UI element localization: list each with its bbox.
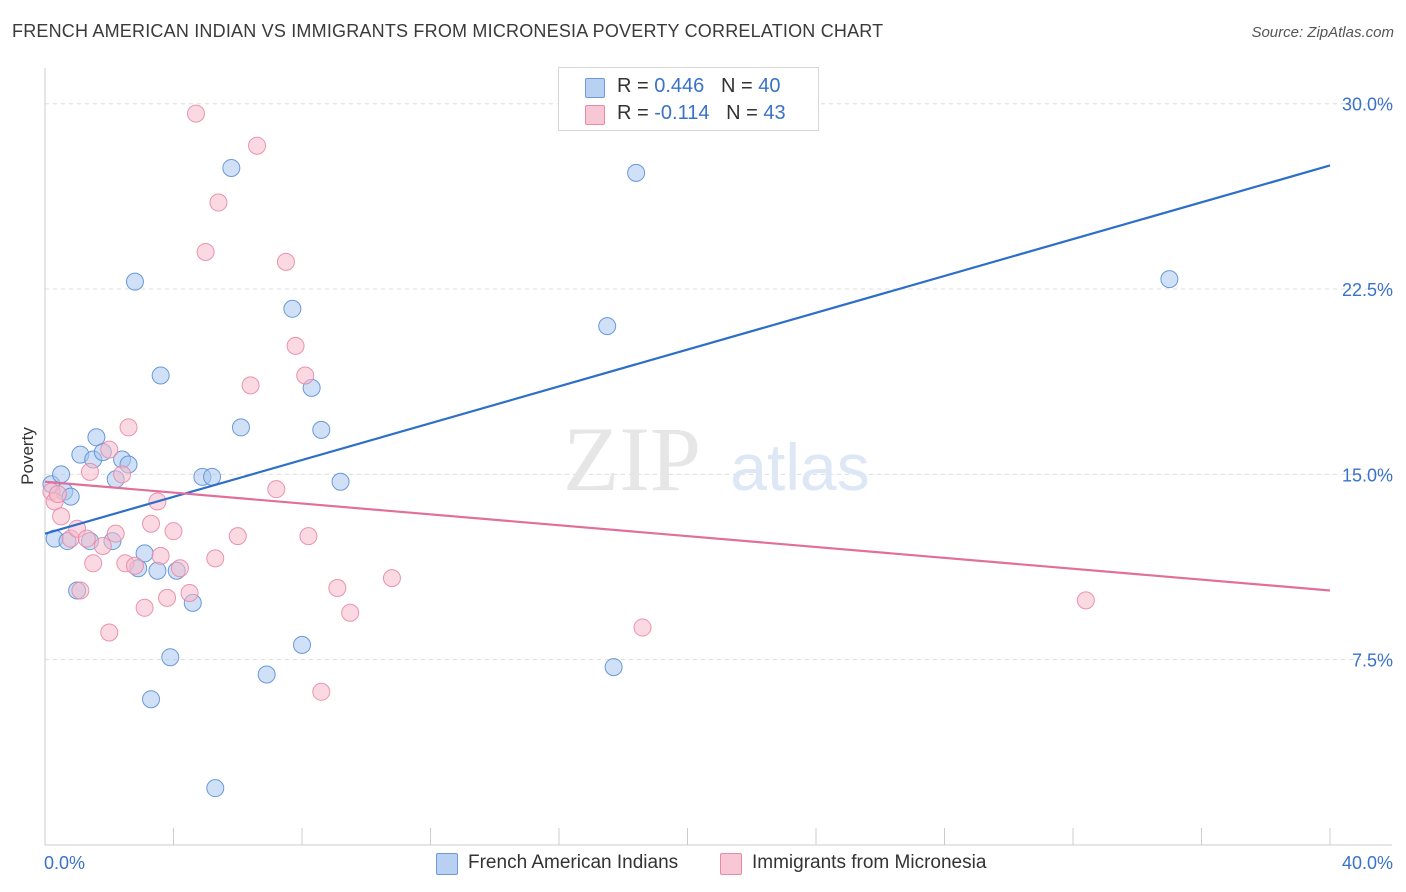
data-point [170, 559, 189, 578]
axes [44, 68, 1392, 846]
n-label: N = [726, 102, 764, 124]
data-point [299, 527, 318, 546]
data-point [283, 299, 302, 318]
data-point [77, 529, 96, 548]
data-point [286, 336, 305, 355]
data-point [151, 366, 170, 385]
data-point [93, 537, 112, 556]
data-point [206, 779, 225, 798]
x-tick-label: 0.0% [44, 853, 85, 873]
x-tick-label: 40.0% [1342, 853, 1393, 873]
r-value: 0.446 [654, 75, 705, 97]
data-point [328, 579, 347, 598]
data-point [1076, 591, 1095, 610]
pink-swatch [585, 105, 605, 125]
y-tick-label: 30.0% [1342, 95, 1393, 115]
data-point [267, 480, 286, 499]
data-point [627, 163, 646, 182]
source-label: Source: ZipAtlas.com [1251, 24, 1394, 41]
data-point [71, 581, 90, 600]
trend-line-pink [44, 480, 1331, 592]
y-tick-label: 15.0% [1342, 465, 1393, 485]
data-point [341, 603, 360, 622]
data-point [293, 635, 311, 654]
watermark-zip: ZIP [563, 408, 701, 510]
n-label: N = [720, 75, 759, 97]
blue-swatch [436, 853, 458, 875]
data-point [633, 618, 652, 637]
data-point [276, 252, 295, 271]
chart-title: FRENCH AMERICAN INDIAN VS IMMIGRANTS FRO… [12, 21, 884, 41]
data-point [164, 522, 183, 541]
data-point [119, 418, 138, 437]
n-value: 40 [758, 75, 781, 97]
legend-label: Immigrants from Micronesia [752, 852, 987, 873]
data-point [135, 598, 154, 617]
correlation-legend: R = 0.446 N = 40 R = -0.114 N = 43 [558, 67, 819, 131]
data-point [142, 690, 161, 709]
data-points [42, 104, 1179, 798]
data-point [1160, 270, 1179, 289]
pink-swatch [720, 853, 742, 875]
watermark: ZIP atlas [563, 408, 870, 510]
data-point [142, 514, 161, 533]
trend-lines [44, 164, 1331, 592]
data-point [203, 467, 222, 486]
y-tick-label: 22.5% [1342, 280, 1393, 300]
data-point [113, 465, 132, 484]
y-axis-label: Poverty [18, 427, 37, 485]
data-point [80, 462, 99, 481]
data-point [331, 472, 350, 491]
watermark-atlas: atlas [730, 430, 869, 504]
tick-labels: 7.5% 15.0% 22.5% 30.0% 0.0% 40.0% [44, 95, 1393, 873]
data-point [241, 376, 260, 395]
r-label: R = [617, 102, 655, 124]
data-point [598, 317, 617, 336]
data-point [151, 546, 170, 565]
data-point [87, 428, 106, 447]
trend-line-blue [44, 164, 1331, 535]
y-tick-label: 7.5% [1352, 651, 1393, 671]
data-point [52, 507, 71, 526]
data-point [312, 682, 331, 701]
legend-label: French American Indians [468, 852, 679, 873]
data-point [158, 588, 177, 607]
data-point [228, 527, 247, 546]
data-point [296, 366, 315, 385]
r-label: R = [617, 75, 655, 97]
data-point [604, 658, 623, 677]
data-point [161, 648, 180, 667]
data-point [248, 136, 267, 155]
data-point [84, 554, 103, 573]
data-point [206, 549, 225, 568]
data-point [100, 440, 119, 459]
data-point [180, 583, 199, 602]
series-legend: French American Indians Immigrants from … [0, 852, 1406, 876]
data-point [48, 485, 67, 504]
r-value: -0.114 [654, 102, 710, 124]
data-point [106, 524, 125, 543]
data-point [222, 158, 241, 177]
data-point [125, 272, 144, 291]
data-point [257, 665, 276, 684]
data-point [100, 623, 119, 642]
n-value: 43 [763, 102, 786, 124]
data-point [209, 193, 228, 212]
data-point [186, 104, 205, 123]
blue-swatch [585, 78, 605, 98]
data-point [125, 556, 144, 575]
data-point [231, 418, 250, 437]
gridlines [45, 103, 1392, 661]
series-immigrants-from-micronesia [42, 104, 1095, 701]
data-point [382, 569, 401, 588]
data-point [312, 420, 331, 439]
data-point [196, 242, 215, 261]
data-point [52, 465, 71, 484]
data-point [148, 561, 167, 580]
